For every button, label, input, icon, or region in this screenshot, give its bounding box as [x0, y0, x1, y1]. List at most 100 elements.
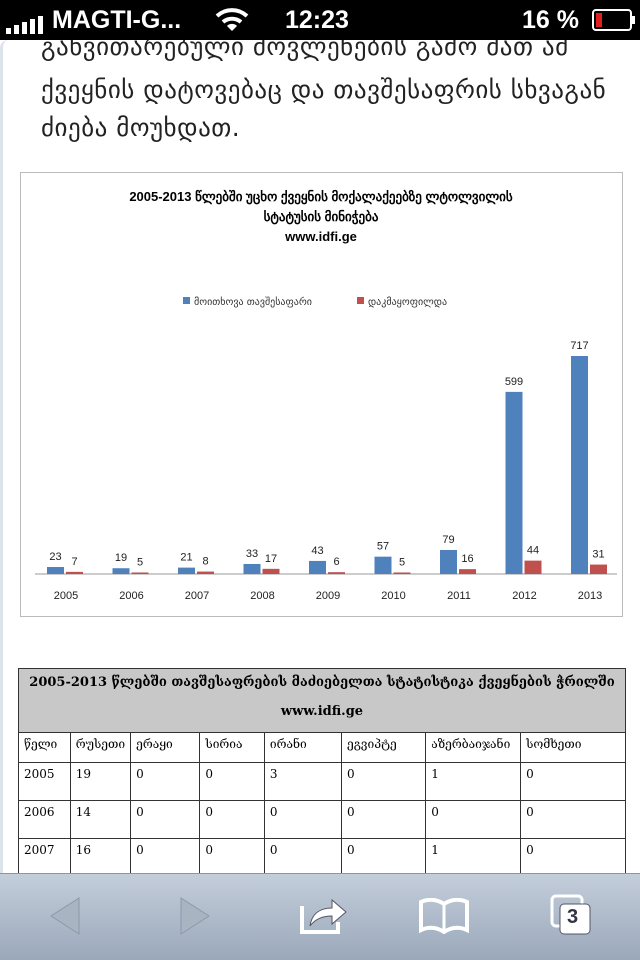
tabs-count: 3 [567, 906, 579, 928]
safari-toolbar: 3 [0, 873, 640, 960]
table-title-text: 2005-2013 წლებში თავშესაფრების მაძიებელთ… [29, 675, 615, 690]
share-icon[interactable] [298, 892, 350, 940]
back-icon[interactable] [45, 894, 85, 942]
chart-title: სტატუსის მინიჭება [264, 209, 379, 225]
table-cell: 2006 [18, 800, 71, 839]
data-label: 717 [570, 340, 588, 352]
x-tick-label: 2011 [447, 590, 471, 602]
data-label: 5 [137, 556, 143, 568]
table-subtitle: www.idfi.ge [280, 704, 364, 719]
data-label: 31 [592, 549, 604, 561]
column-header: ირანი [263, 732, 343, 763]
bar-requested [374, 556, 392, 574]
x-tick-label: 2006 [119, 590, 143, 602]
table-cell: 0 [520, 800, 626, 839]
tabs-icon[interactable]: 3 [548, 892, 594, 942]
forward-icon[interactable] [175, 894, 215, 942]
legend-label: დაკმაყოფილდა [368, 296, 447, 308]
bar-granted [459, 569, 476, 574]
table-row: 2006 14 0 0 0 0 0 0 [18, 800, 626, 839]
bar-granted [66, 571, 83, 574]
table-cell: 3 [263, 762, 343, 801]
bar-granted [590, 564, 607, 574]
table-cell: 0 [199, 762, 265, 801]
column-header: წელი [18, 732, 71, 763]
data-label: 43 [311, 545, 323, 557]
data-label: 19 [115, 552, 127, 564]
bar-requested [178, 567, 195, 574]
article-line: ქვეყნის დატოვებაც და თავშესაფრის სხვაგან [41, 75, 607, 104]
data-label: 599 [505, 376, 523, 388]
table-cell: 14 [69, 800, 132, 839]
column-header: ერაყი [130, 732, 201, 763]
x-tick-label: 2010 [381, 590, 405, 602]
bookmarks-icon[interactable] [418, 897, 470, 938]
table-cell: 0 [130, 838, 201, 877]
column-header: სირია [199, 732, 265, 763]
article-line: ძიება მოუხდათ. [41, 113, 241, 142]
bar-chart: 2005-2013 წლებში უცხო ქვეყნის მოქალაქეებ… [35, 189, 617, 602]
x-tick-label: 2012 [512, 590, 536, 602]
data-label: 57 [377, 541, 389, 553]
legend-label: მოითხოვა თავშესაფარი [194, 296, 312, 308]
x-tick-label: 2007 [185, 590, 209, 602]
data-label: 7 [71, 556, 77, 568]
table-cell: 19 [69, 762, 132, 801]
chart-subtitle: www.idfi.ge [284, 229, 357, 244]
table-row: 2005 19 0 0 3 0 1 0 [18, 762, 626, 801]
table-cell: 0 [130, 800, 201, 839]
table-cell: 0 [130, 762, 201, 801]
bar-requested [505, 391, 523, 574]
bar-granted [524, 560, 542, 574]
bar-granted [197, 571, 214, 574]
chart-image: 2005-2013 წლებში უცხო ქვეყნის მოქალაქეებ… [20, 172, 623, 617]
table-cell: 0 [340, 762, 427, 801]
data-label: 21 [180, 552, 192, 564]
bar-requested [571, 356, 588, 574]
column-header: ეგვიპტე [340, 732, 427, 763]
x-tick-label: 2005 [54, 590, 78, 602]
data-label: 33 [246, 548, 258, 560]
bar-granted [328, 572, 345, 574]
bar-requested [309, 560, 326, 574]
data-label: 23 [49, 551, 61, 563]
table-cell: 0 [263, 800, 343, 839]
table-row: 2007 16 0 0 0 0 1 0 [18, 838, 626, 877]
table-cell: 0 [425, 800, 522, 839]
bar-granted [393, 572, 411, 574]
data-label: 5 [399, 556, 405, 568]
legend-swatch-red [357, 297, 364, 304]
table-cell: 0 [199, 838, 265, 877]
table-header-row: წელი რუსეთი ერაყი სირია ირანი ეგვიპტე აზერბაიჯ… [18, 732, 626, 763]
signal-icon [6, 12, 48, 41]
chart-title: 2005-2013 წლებში უცხო ქვეყნის მოქალაქეებ… [129, 189, 513, 205]
table-cell: 0 [340, 838, 427, 877]
carrier: MAGTI-G... [52, 6, 182, 34]
bar-granted [131, 572, 149, 574]
data-label: 8 [202, 556, 208, 568]
legend-swatch-blue [183, 297, 190, 304]
table-title: 2005-2013 წლებში თავშესაფრების მაძიებელთ… [18, 668, 626, 733]
bar-requested [440, 549, 457, 574]
battery-percent: 16 % [522, 6, 579, 34]
table-cell: 0 [520, 762, 626, 801]
table-cell: 0 [263, 838, 343, 877]
x-tick-label: 2009 [316, 590, 340, 602]
clock: 12:23 [285, 6, 349, 34]
wifi-icon [215, 6, 249, 39]
table-cell: 16 [69, 838, 132, 877]
data-label: 17 [265, 553, 277, 565]
bar-requested [243, 563, 261, 574]
battery-icon [592, 9, 636, 38]
column-header: რუსეთი [69, 732, 132, 763]
article-line: განვითარებული მოვლენების გამო მათ ამ [41, 40, 569, 61]
table-cell: 0 [199, 800, 265, 839]
data-label: 79 [442, 534, 454, 546]
x-tick-label: 2013 [578, 590, 602, 602]
data-label: 16 [461, 553, 473, 565]
table-cell: 2005 [18, 762, 71, 801]
column-header: სომხეთი [520, 732, 626, 763]
data-label: 6 [333, 556, 339, 568]
bar-requested [112, 568, 130, 574]
table-cell: 1 [425, 838, 522, 877]
